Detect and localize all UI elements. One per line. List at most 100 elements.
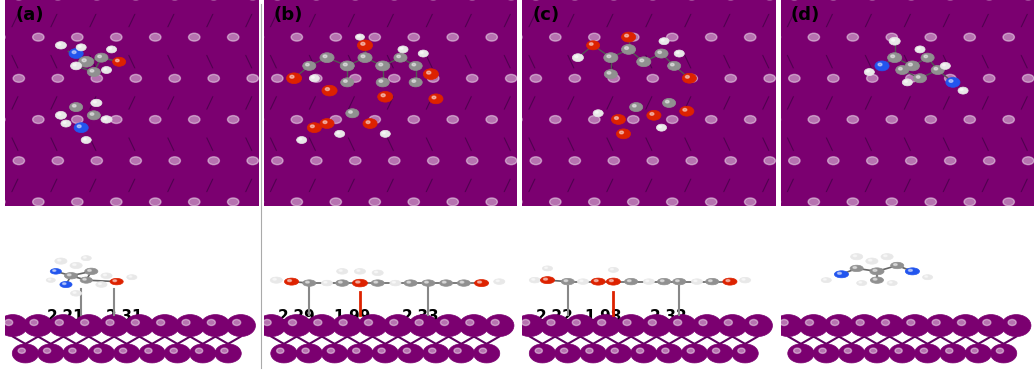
Ellipse shape <box>818 0 860 14</box>
Ellipse shape <box>0 191 26 220</box>
Ellipse shape <box>90 113 94 115</box>
Ellipse shape <box>572 319 580 325</box>
Ellipse shape <box>726 280 730 282</box>
Ellipse shape <box>227 33 239 41</box>
Ellipse shape <box>916 191 957 220</box>
Ellipse shape <box>901 315 930 336</box>
Ellipse shape <box>339 319 347 325</box>
Ellipse shape <box>541 315 570 336</box>
Ellipse shape <box>735 27 777 56</box>
Ellipse shape <box>72 264 77 266</box>
Ellipse shape <box>732 344 758 363</box>
Ellipse shape <box>799 315 828 336</box>
Ellipse shape <box>179 109 221 138</box>
Ellipse shape <box>594 110 603 117</box>
Ellipse shape <box>49 315 79 336</box>
Ellipse shape <box>477 27 518 56</box>
Ellipse shape <box>682 73 697 83</box>
Ellipse shape <box>110 278 123 285</box>
Ellipse shape <box>760 109 801 138</box>
Ellipse shape <box>67 274 71 276</box>
Ellipse shape <box>628 33 639 41</box>
Ellipse shape <box>891 39 894 41</box>
Ellipse shape <box>443 281 446 283</box>
Ellipse shape <box>906 61 919 71</box>
Ellipse shape <box>943 64 945 66</box>
Ellipse shape <box>914 344 941 363</box>
Ellipse shape <box>87 68 100 76</box>
Ellipse shape <box>0 315 28 336</box>
Ellipse shape <box>91 157 102 165</box>
Ellipse shape <box>579 191 620 220</box>
Ellipse shape <box>302 348 309 353</box>
Ellipse shape <box>366 121 370 124</box>
Ellipse shape <box>447 116 458 124</box>
Ellipse shape <box>252 33 264 41</box>
Ellipse shape <box>63 344 89 363</box>
Ellipse shape <box>301 68 343 97</box>
Ellipse shape <box>376 78 390 87</box>
Ellipse shape <box>321 27 362 56</box>
Ellipse shape <box>486 33 497 41</box>
Ellipse shape <box>994 109 1034 138</box>
Ellipse shape <box>560 348 568 353</box>
Ellipse shape <box>675 280 679 282</box>
Ellipse shape <box>82 68 123 97</box>
Ellipse shape <box>699 319 707 325</box>
Ellipse shape <box>940 62 950 69</box>
Ellipse shape <box>171 348 178 353</box>
Ellipse shape <box>439 280 453 286</box>
Ellipse shape <box>221 348 229 353</box>
Ellipse shape <box>643 279 655 285</box>
Ellipse shape <box>530 157 542 165</box>
Ellipse shape <box>677 150 719 179</box>
Ellipse shape <box>195 348 203 353</box>
Ellipse shape <box>575 56 578 58</box>
Ellipse shape <box>951 315 980 336</box>
Ellipse shape <box>946 78 960 87</box>
Ellipse shape <box>61 120 71 127</box>
Ellipse shape <box>340 150 382 179</box>
Ellipse shape <box>103 274 107 276</box>
Ellipse shape <box>529 344 555 363</box>
Ellipse shape <box>515 315 545 336</box>
Ellipse shape <box>349 157 361 165</box>
Ellipse shape <box>356 34 365 40</box>
Ellipse shape <box>845 348 852 353</box>
Ellipse shape <box>447 198 458 206</box>
Ellipse shape <box>33 198 44 206</box>
Ellipse shape <box>51 269 61 274</box>
Ellipse shape <box>873 269 877 271</box>
Ellipse shape <box>247 75 258 82</box>
Ellipse shape <box>33 33 44 41</box>
Ellipse shape <box>49 279 51 280</box>
Ellipse shape <box>591 315 620 336</box>
Ellipse shape <box>371 280 385 286</box>
Ellipse shape <box>716 150 757 179</box>
Ellipse shape <box>838 191 879 220</box>
Ellipse shape <box>866 75 878 82</box>
Ellipse shape <box>24 191 65 220</box>
Ellipse shape <box>98 55 101 58</box>
Ellipse shape <box>101 27 143 56</box>
Ellipse shape <box>131 319 140 325</box>
Ellipse shape <box>96 282 107 287</box>
Ellipse shape <box>692 279 702 285</box>
Ellipse shape <box>208 75 219 82</box>
Ellipse shape <box>429 94 443 104</box>
Ellipse shape <box>150 198 161 206</box>
Ellipse shape <box>896 0 938 14</box>
Ellipse shape <box>659 38 669 45</box>
Ellipse shape <box>322 85 337 96</box>
Ellipse shape <box>0 116 5 124</box>
Ellipse shape <box>375 61 390 71</box>
Ellipse shape <box>608 157 619 165</box>
Ellipse shape <box>724 319 732 325</box>
Ellipse shape <box>361 42 365 45</box>
Ellipse shape <box>501 27 543 56</box>
Ellipse shape <box>742 279 746 280</box>
Ellipse shape <box>827 157 839 165</box>
Ellipse shape <box>408 33 420 41</box>
Ellipse shape <box>961 89 963 91</box>
Ellipse shape <box>307 123 322 132</box>
